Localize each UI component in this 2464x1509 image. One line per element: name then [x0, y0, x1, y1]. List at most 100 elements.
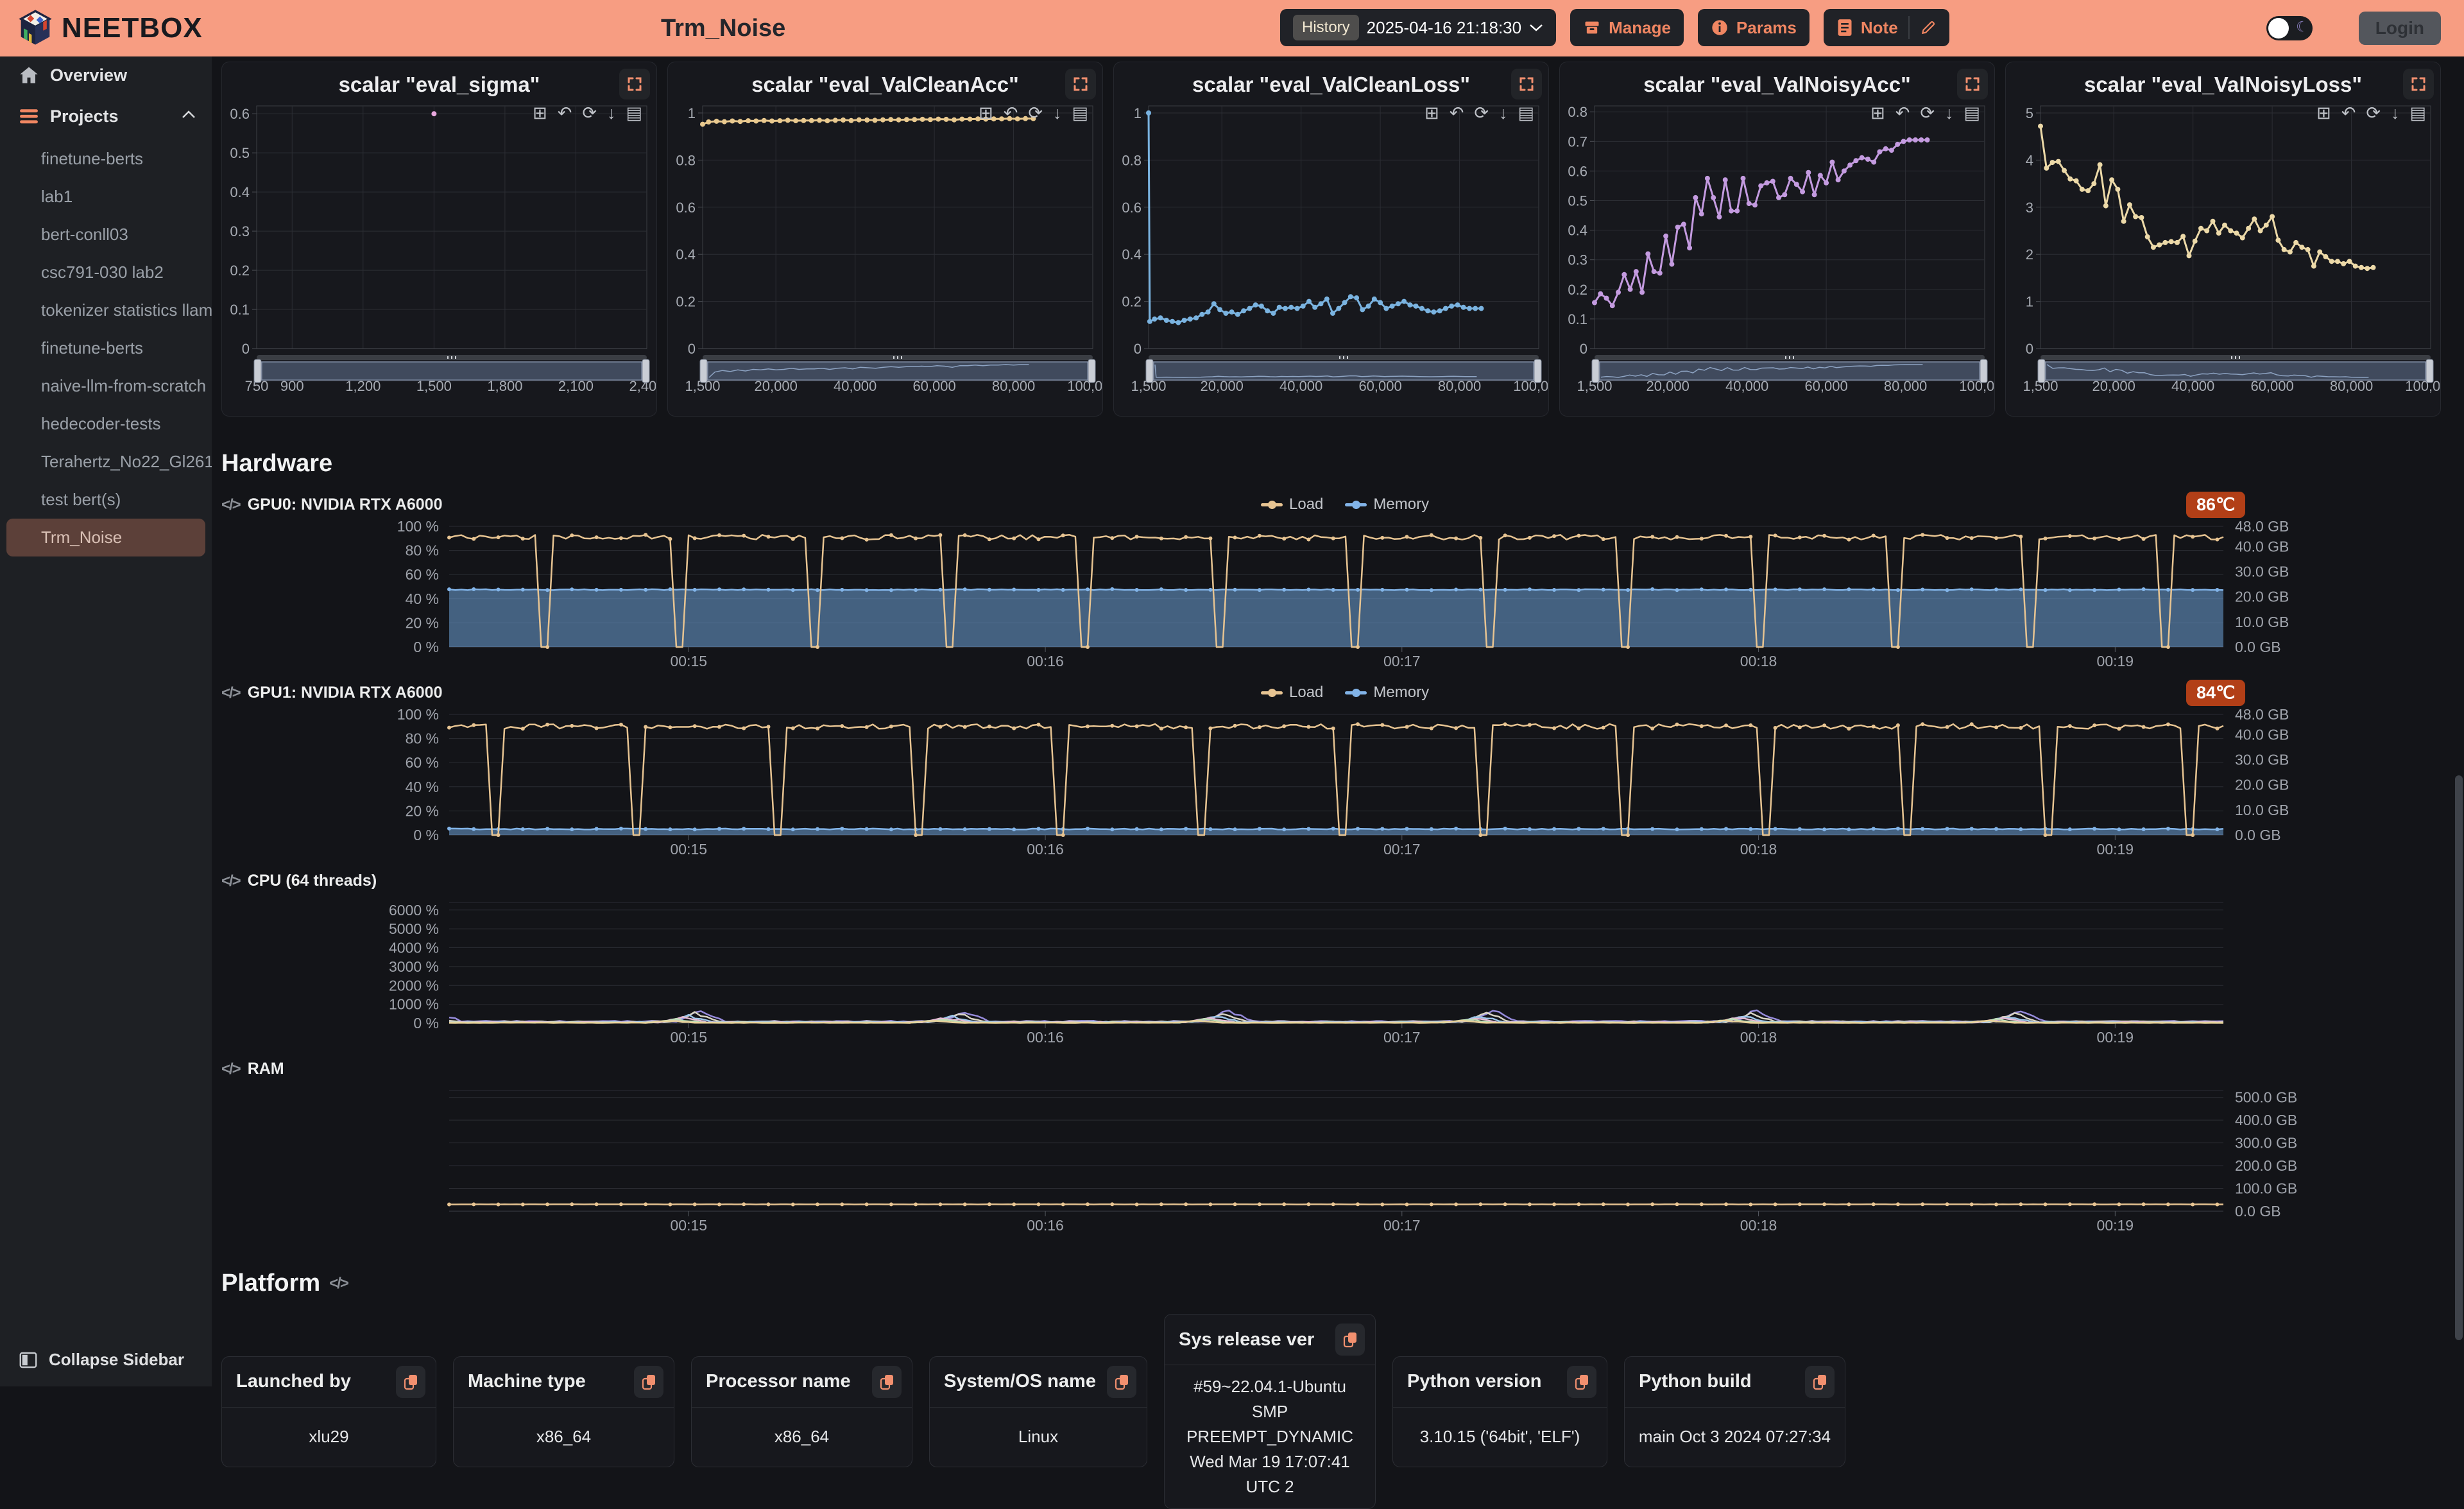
brand[interactable]: NEETBOX: [18, 10, 203, 47]
fullscreen-button[interactable]: [1957, 69, 1988, 99]
datazoom-handle-left[interactable]: [699, 359, 708, 383]
datazoom-handle-left[interactable]: [1145, 359, 1154, 383]
datazoom-handle-right[interactable]: [642, 359, 650, 383]
zoom-reset-icon[interactable]: ↶: [557, 103, 572, 123]
archive-icon: [1585, 21, 1599, 34]
refresh-icon[interactable]: ⟳: [1474, 103, 1489, 123]
data-view-icon[interactable]: ▤: [2409, 103, 2426, 123]
datazoom-handle-right[interactable]: [1980, 359, 1988, 383]
sidebar-project-item[interactable]: naive-llm-from-scratch: [41, 376, 207, 395]
download-icon[interactable]: ↓: [1498, 103, 1508, 123]
sidebar: Overview Projects finetune-berts lab1 bert…: [0, 56, 212, 1386]
copy-button[interactable]: [1107, 1365, 1136, 1398]
datazoom-handle-left[interactable]: [1591, 359, 1600, 383]
fullscreen-button[interactable]: [1511, 69, 1542, 99]
legend-item-memory[interactable]: Memory: [1345, 684, 1429, 702]
hw-row-header: </> GPU0: NVIDIA RTX A6000 Load Memory 86℃: [221, 490, 2464, 520]
legend-item-memory[interactable]: Memory: [1345, 496, 1429, 513]
gpu1-chart[interactable]: 0 % 20 % 40 % 60 % 80 % 100 % 0.0 GB 10.0 GB 20.…: [221, 706, 2332, 858]
login-button[interactable]: Login: [2358, 12, 2441, 45]
copy-button[interactable]: [634, 1365, 663, 1398]
ram-chart[interactable]: 0.0 GB 100.0 GB 200.0 GB 300.0 GB 400.0 GB 50…: [221, 1084, 2332, 1234]
fullscreen-button[interactable]: [619, 69, 650, 99]
sidebar-project-item[interactable]: lab1: [41, 187, 73, 206]
theme-toggle[interactable]: ☾: [2266, 16, 2313, 40]
data-view-icon[interactable]: ▤: [1964, 103, 1980, 123]
copy-button[interactable]: [872, 1365, 902, 1398]
zoom-reset-icon[interactable]: ↶: [1003, 103, 1018, 123]
copy-button[interactable]: [396, 1365, 425, 1398]
datazoom-handle-right[interactable]: [2426, 359, 2434, 383]
svg-text:0: 0: [688, 341, 696, 357]
data-view-icon[interactable]: ▤: [626, 103, 642, 123]
sidebar-project-item[interactable]: hedecoder-tests: [41, 414, 161, 433]
zoom-select-icon[interactable]: ⊞: [1425, 103, 1439, 123]
zoom-select-icon[interactable]: ⊞: [533, 103, 547, 123]
cpu-chart[interactable]: 0 % 1000 % 2000 % 3000 % 4000 % 5000 % 6000 % 0…: [221, 896, 2332, 1046]
zoom-select-icon[interactable]: ⊞: [2316, 103, 2331, 123]
copy-button[interactable]: [1805, 1365, 1835, 1398]
chart-canvas-eval_ValNoisyAcc[interactable]: 00.10.20.30.40.50.60.70.81,500 20,000 40,0…: [1560, 97, 2010, 399]
data-view-icon[interactable]: ▤: [1518, 103, 1534, 123]
download-icon[interactable]: ↓: [606, 103, 616, 123]
collapse-sidebar-icon: [19, 1352, 37, 1368]
legend-label: Memory: [1373, 684, 1430, 701]
sidebar-project-item[interactable]: bert-conll03: [41, 225, 128, 244]
sidebar-project-item[interactable]: finetune-berts: [41, 338, 143, 358]
platform-card: Sys release ver #59~22.04.1-Ubuntu SMP PR…: [1164, 1314, 1376, 1509]
vertical-scrollbar[interactable]: [2455, 775, 2463, 1340]
chart-canvas-eval_ValCleanAcc[interactable]: 00.20.40.60.811,500 20,000 40,000 60,000 80,…: [668, 97, 1118, 399]
refresh-icon[interactable]: ⟳: [582, 103, 597, 123]
copy-button[interactable]: [1335, 1324, 1365, 1356]
refresh-icon[interactable]: ⟳: [1920, 103, 1935, 123]
download-icon[interactable]: ↓: [2390, 103, 2400, 123]
sidebar-item-overview[interactable]: Overview: [0, 56, 212, 94]
datazoom-handle-right[interactable]: [1534, 359, 1542, 383]
legend-item-load[interactable]: Load: [1261, 496, 1323, 513]
zoom-reset-icon[interactable]: ↶: [1895, 103, 1910, 123]
datazoom-handle-left[interactable]: [2037, 359, 2046, 383]
legend-item-load[interactable]: Load: [1261, 684, 1323, 702]
fullscreen-button[interactable]: [2403, 69, 2434, 99]
refresh-icon[interactable]: ⟳: [1028, 103, 1043, 123]
copy-icon: [880, 1374, 893, 1390]
sidebar-item-projects[interactable]: Projects: [0, 98, 212, 135]
svg-text:0.5: 0.5: [1568, 193, 1587, 209]
sidebar-project-item[interactable]: Terahertz_No22_Gl261_gl...: [41, 452, 212, 471]
platform-card: Python build main Oct 3 2024 07:27:34: [1624, 1356, 1845, 1467]
zoom-reset-icon[interactable]: ↶: [1449, 103, 1464, 123]
download-icon[interactable]: ↓: [1052, 103, 1062, 123]
sidebar-project-item[interactable]: Trm_Noise: [6, 519, 205, 556]
sidebar-project-item[interactable]: csc791-030 lab2: [41, 263, 164, 282]
code-icon: </>: [329, 1274, 349, 1292]
zoom-select-icon[interactable]: ⊞: [1870, 103, 1885, 123]
zoom-select-icon[interactable]: ⊞: [979, 103, 993, 123]
refresh-icon[interactable]: ⟳: [2366, 103, 2381, 123]
note-label[interactable]: Note: [1860, 17, 1898, 37]
legend-marker: [1345, 688, 1367, 697]
download-icon[interactable]: ↓: [1944, 103, 1954, 123]
datazoom-handle-right[interactable]: [1088, 359, 1096, 383]
hardware-heading-label: Hardware: [221, 450, 333, 477]
copy-button[interactable]: [1567, 1365, 1596, 1398]
gpu0-chart[interactable]: 0 % 20 % 40 % 60 % 80 % 100 % 0.0 GB 10.0 GB 20.…: [221, 518, 2332, 669]
collapse-sidebar-button[interactable]: Collapse Sidebar: [0, 1350, 212, 1370]
params-button[interactable]: Params: [1697, 9, 1810, 46]
sidebar-project-item[interactable]: finetune-berts: [41, 149, 143, 168]
svg-text:500.0 GB: 500.0 GB: [2235, 1089, 2297, 1106]
data-view-icon[interactable]: ▤: [1072, 103, 1088, 123]
sidebar-project-item[interactable]: test bert(s): [41, 490, 121, 509]
fullscreen-button[interactable]: [1065, 69, 1096, 99]
edit-pencil-icon[interactable]: [1920, 19, 1937, 36]
manage-button[interactable]: Manage: [1570, 9, 1684, 46]
zoom-reset-icon[interactable]: ↶: [2341, 103, 2356, 123]
sidebar-project-item[interactable]: tokenizer statistics llama...: [41, 300, 212, 320]
history-dropdown[interactable]: History 2025-04-16 21:18:30: [1280, 9, 1557, 46]
datazoom-handle-left[interactable]: [253, 359, 262, 383]
neetbox-logo-icon: [19, 10, 52, 45]
platform-card-value: Linux: [1018, 1427, 1059, 1446]
svg-text:00:15: 00:15: [670, 841, 707, 857]
chart-canvas-eval_ValCleanLoss[interactable]: 00.20.40.60.811,500 20,000 40,000 60,000 80,…: [1114, 97, 1564, 399]
